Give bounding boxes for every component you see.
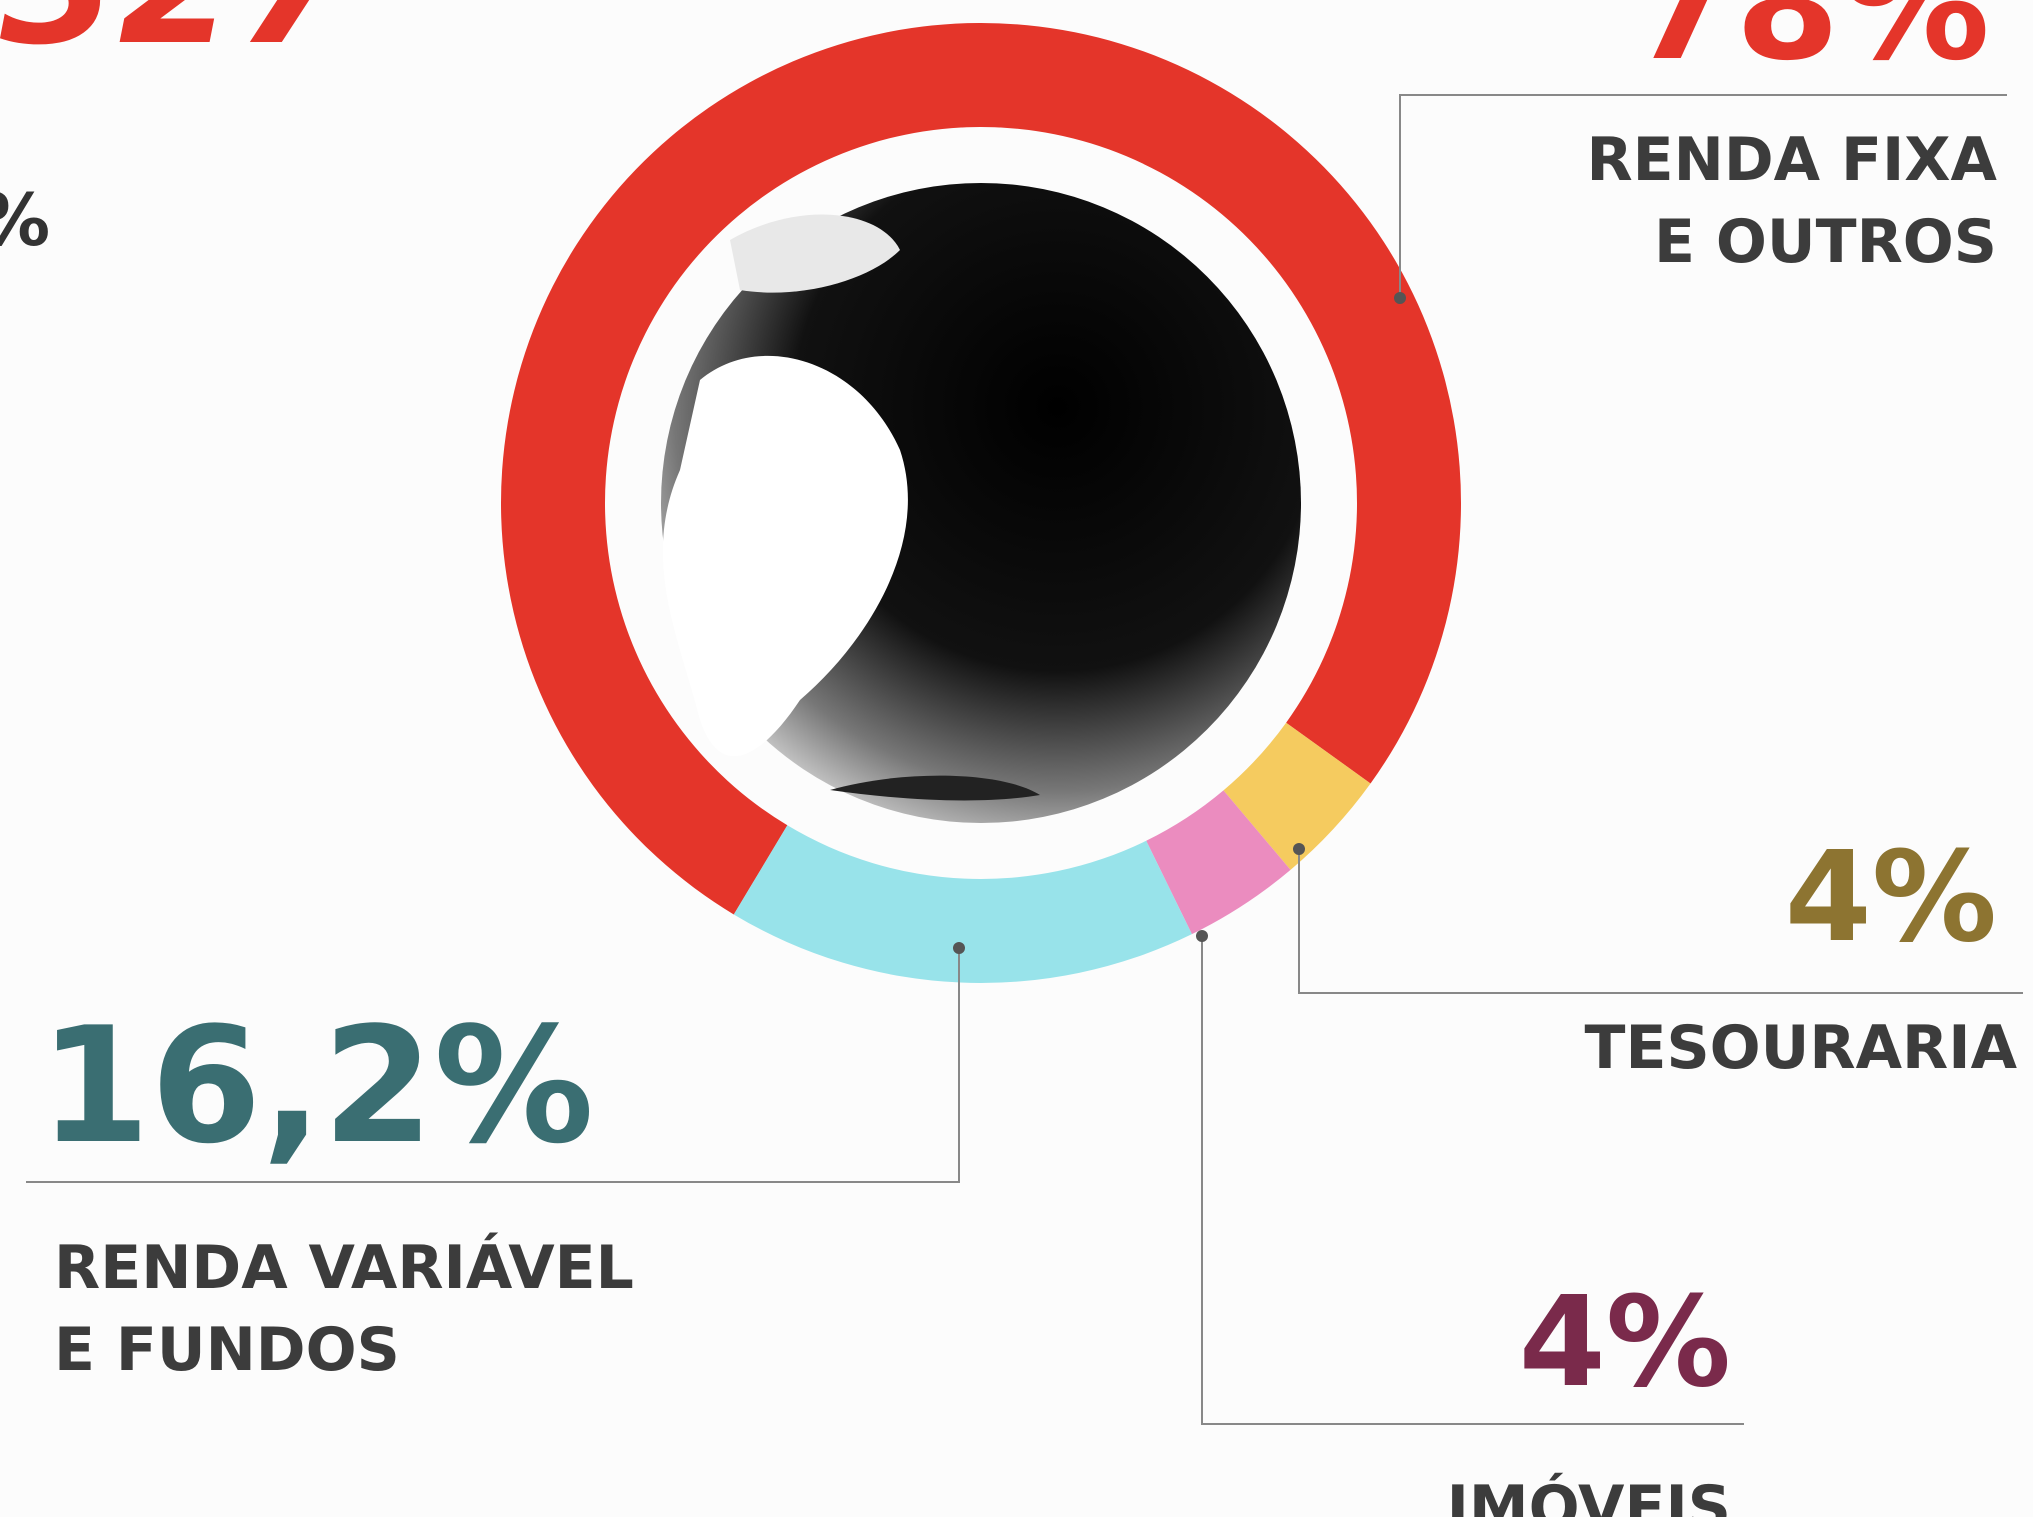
category-label: RENDA VARIÁVEL — [54, 1232, 634, 1303]
donut-segment — [1223, 722, 1371, 870]
cropped-number: 327 — [0, 0, 355, 83]
leader-dot — [1196, 930, 1208, 942]
category-label: IMÓVEIS — [1447, 1472, 1731, 1517]
leader-line — [1298, 849, 2023, 994]
leader-line — [1201, 936, 1744, 1425]
category-label: E OUTROS — [1654, 207, 1997, 277]
cropped-percent: % — [0, 178, 50, 262]
leader-line — [26, 948, 960, 1183]
globe — [661, 183, 1301, 823]
value-label: 78% — [1631, 0, 1990, 94]
category-label: E FUNDOS — [54, 1315, 400, 1385]
donut-segment — [1146, 790, 1291, 935]
category-label: TESOURARIA — [1585, 1013, 2018, 1083]
leader-dot — [1293, 843, 1305, 855]
category-label: RENDA FIXA — [1586, 125, 1997, 195]
leader-line — [1399, 94, 2007, 298]
value-label: 4% — [1519, 1270, 1731, 1415]
donut-segment — [733, 825, 1192, 983]
value-label: 4% — [1785, 825, 1997, 970]
leader-dot — [1394, 292, 1406, 304]
leader-dot — [953, 942, 965, 954]
value-label: 16,2% — [39, 992, 594, 1179]
